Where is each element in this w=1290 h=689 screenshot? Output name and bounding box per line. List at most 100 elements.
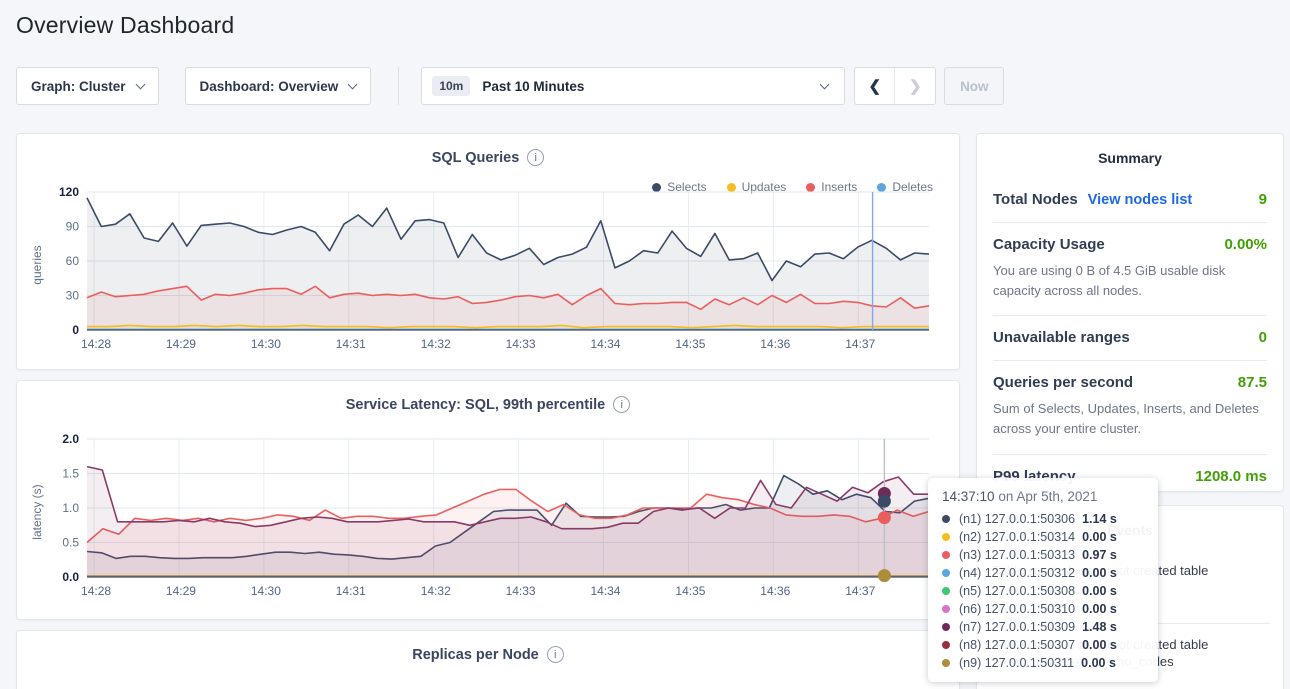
series-dot-icon (942, 659, 950, 667)
svg-text:14:32: 14:32 (421, 337, 451, 351)
service-latency-panel: Service Latency: SQL, 99th percentile i … (16, 380, 960, 620)
svg-text:14:28: 14:28 (81, 584, 111, 598)
summary-section: Queries per second87.5Sum of Selects, Up… (993, 361, 1267, 454)
svg-text:2.0: 2.0 (62, 432, 79, 446)
tooltip-node-row: (n2) 127.0.0.1:503140.00 s (942, 528, 1144, 546)
series-dot-icon (942, 515, 950, 523)
info-icon[interactable]: i (613, 396, 630, 413)
svg-text:14:33: 14:33 (506, 337, 536, 351)
tooltip-timestamp: 14:37:10 on Apr 5th, 2021 (942, 489, 1144, 504)
chevron-down-icon (348, 79, 358, 89)
summary-card: Summary Total Nodes View nodes list 9 Capac… (976, 133, 1284, 492)
tooltip-node-row: (n1) 127.0.0.1:50306 1.14 s (942, 510, 1144, 528)
svg-text:1.0: 1.0 (62, 501, 79, 515)
tooltip-node-row: (n4) 127.0.0.1:503120.00 s (942, 564, 1144, 582)
tooltip-node-row: (n5) 127.0.0.1:50308 0.00 s (942, 582, 1144, 600)
time-step-buttons: ❮ ❯ (854, 67, 936, 105)
series-dot-icon (942, 551, 950, 559)
summary-value: 0 (1259, 329, 1267, 346)
tooltip-node-row: (n6) 127.0.0.1:503100.00 s (942, 600, 1144, 618)
service-latency-chart[interactable]: latency (s) 14:2814:2914:3014:3114:3214:… (31, 431, 949, 603)
summary-title: Summary (993, 134, 1267, 178)
svg-text:14:36: 14:36 (760, 337, 790, 351)
svg-text:0: 0 (72, 323, 79, 337)
tooltip-node-label: (n1) 127.0.0.1:50306 (959, 512, 1075, 526)
info-icon[interactable]: i (547, 646, 564, 663)
graph-dropdown[interactable]: Graph: Cluster (16, 67, 159, 105)
view-nodes-list-link[interactable]: View nodes list (1088, 192, 1193, 208)
tooltip-node-label: (n6) 127.0.0.1:50310 (959, 602, 1075, 616)
chevron-down-icon (820, 79, 830, 89)
service-latency-plot: 14:2814:2914:3014:3114:3214:3314:3414:35… (31, 431, 941, 603)
series-dot-icon (942, 641, 950, 649)
summary-section: Capacity Usage0.00% You are using 0 B of … (993, 223, 1267, 316)
dashboard-dropdown-label: Dashboard: Overview (200, 79, 339, 94)
page-title: Overview Dashboard (16, 12, 234, 39)
summary-label: Total Nodes (993, 191, 1078, 208)
tooltip-node-value: 1.14 s (1082, 512, 1117, 526)
tooltip-node-value: 0.97 s (1082, 548, 1117, 562)
summary-description: Sum of Selects, Updates, Inserts, and De… (993, 399, 1267, 439)
series-dot-icon (942, 623, 950, 631)
svg-text:14:30: 14:30 (251, 337, 281, 351)
time-next-button[interactable]: ❯ (895, 68, 935, 104)
sql-queries-panel: SQL Queries i SelectsUpdatesInsertsDelet… (16, 133, 960, 370)
svg-text:14:28: 14:28 (81, 337, 111, 351)
time-range-picker[interactable]: 10m Past 10 Minutes (421, 67, 845, 105)
graph-dropdown-label: Graph: Cluster (31, 79, 126, 94)
tooltip-node-label: (n2) 127.0.0.1:50314 (959, 530, 1075, 544)
svg-text:14:29: 14:29 (166, 584, 196, 598)
series-dot-icon (942, 605, 950, 613)
overview-dashboard-page: Overview Dashboard Graph: Cluster Dashbo… (0, 0, 1290, 689)
summary-row: Capacity Usage0.00% (993, 236, 1267, 253)
replicas-per-node-panel: Replicas per Node i (16, 630, 960, 689)
svg-text:14:35: 14:35 (675, 337, 705, 351)
summary-value: 1208.0 ms (1195, 468, 1267, 485)
svg-text:14:32: 14:32 (421, 584, 451, 598)
chevron-down-icon (135, 79, 145, 89)
series-dot-icon (942, 533, 950, 541)
chart-title-replicas: Replicas per Node (412, 647, 539, 663)
tooltip-node-value: 0.00 s (1082, 584, 1117, 598)
now-button[interactable]: Now (944, 67, 1004, 105)
controls-bar: Graph: Cluster Dashboard: Overview 10m P… (16, 67, 1004, 105)
y-axis-label: queries (30, 225, 44, 305)
summary-label: Unavailable ranges (993, 329, 1130, 346)
chart-title-sql-queries: SQL Queries (432, 150, 520, 166)
tooltip-node-label: (n9) 127.0.0.1:50311 (959, 656, 1074, 670)
tooltip-node-row: (n3) 127.0.0.1:503130.97 s (942, 546, 1144, 564)
svg-text:60: 60 (66, 254, 80, 268)
summary-row: Total Nodes View nodes list 9 (993, 191, 1267, 208)
chart-title-service-latency: Service Latency: SQL, 99th percentile (346, 397, 606, 413)
sql-queries-chart[interactable]: queries 14:2814:2914:3014:3114:3214:3314… (31, 184, 949, 356)
svg-text:14:35: 14:35 (675, 584, 705, 598)
svg-text:120: 120 (59, 185, 79, 199)
info-icon[interactable]: i (527, 149, 544, 166)
tooltip-node-row: (n8) 127.0.0.1:50307 0.00 s (942, 636, 1144, 654)
tooltip-node-label: (n5) 127.0.0.1:50308 (959, 584, 1075, 598)
svg-text:14:36: 14:36 (760, 584, 790, 598)
svg-text:0.5: 0.5 (62, 536, 79, 550)
tooltip-node-value: 0.00 s (1081, 656, 1116, 670)
summary-row: Unavailable ranges 0 (993, 329, 1267, 346)
time-prev-button[interactable]: ❮ (855, 68, 895, 104)
tooltip-node-label: (n8) 127.0.0.1:50307 (959, 638, 1075, 652)
summary-value: 9 (1259, 191, 1267, 208)
svg-text:14:37: 14:37 (845, 337, 875, 351)
svg-text:90: 90 (66, 220, 80, 234)
summary-value: 0.00% (1224, 236, 1267, 253)
svg-text:14:30: 14:30 (251, 584, 281, 598)
summary-label: Queries per second (993, 374, 1133, 391)
tooltip-node-row: (n9) 127.0.0.1:50311 0.00 s (942, 654, 1144, 672)
summary-description: You are using 0 B of 4.5 GiB usable disk… (993, 261, 1267, 301)
series-dot-icon (942, 569, 950, 577)
tooltip-node-value: 0.00 s (1082, 638, 1117, 652)
svg-text:0.0: 0.0 (62, 570, 79, 584)
svg-text:30: 30 (66, 289, 80, 303)
series-dot-icon (942, 587, 950, 595)
dashboard-dropdown[interactable]: Dashboard: Overview (185, 67, 372, 105)
svg-text:14:34: 14:34 (590, 337, 620, 351)
tooltip-node-row: (n7) 127.0.0.1:503091.48 s (942, 618, 1144, 636)
tooltip-node-value: 1.48 s (1082, 620, 1117, 634)
summary-section: Total Nodes View nodes list 9 (993, 178, 1267, 223)
